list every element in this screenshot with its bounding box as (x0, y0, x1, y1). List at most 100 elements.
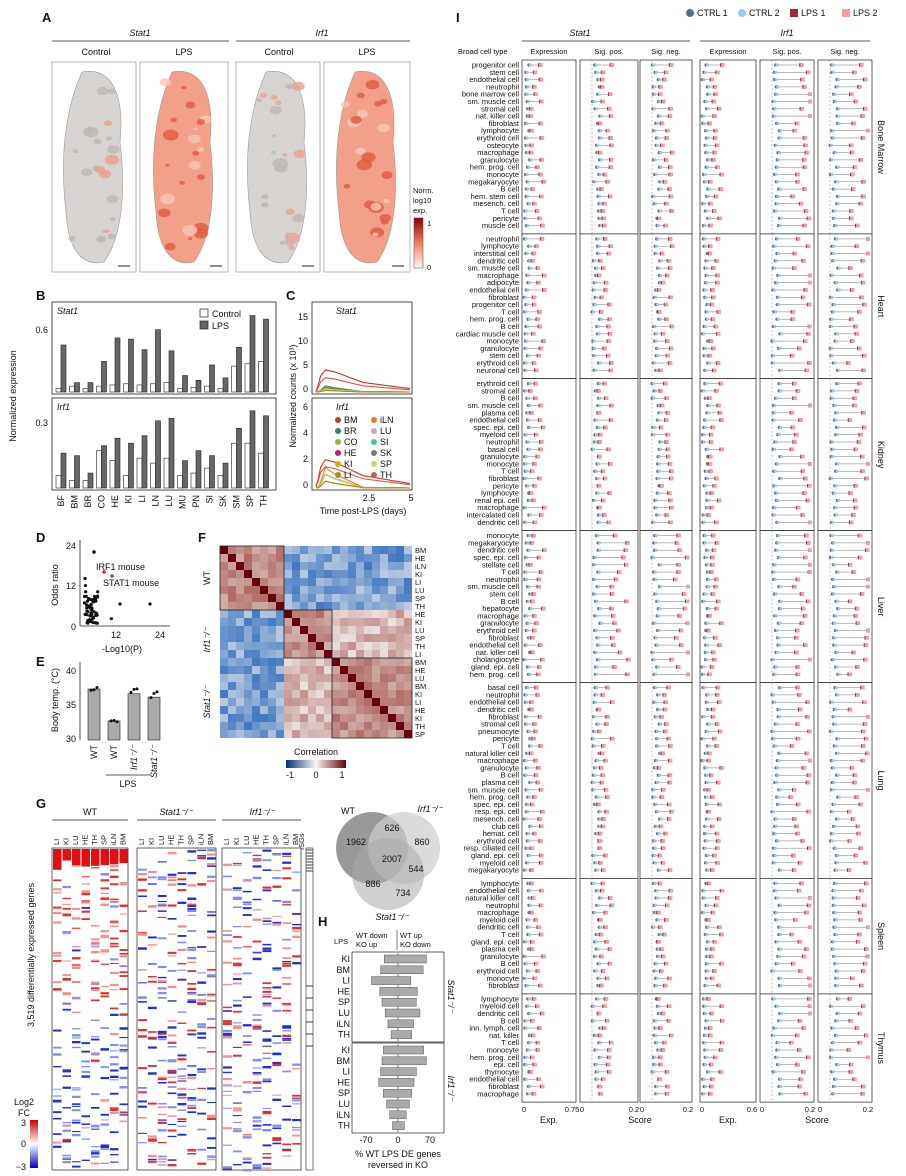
dot-ctrl2 (702, 520, 706, 524)
heatmap-line (62, 1129, 71, 1132)
corr-cell (324, 730, 332, 738)
dot-ctrl2 (831, 810, 835, 814)
dot-lps2 (669, 476, 674, 481)
heatmap-line (242, 1168, 252, 1172)
corr-cell (348, 642, 356, 650)
dot-ctrl2 (774, 780, 778, 785)
dot-ctrl2 (528, 403, 532, 408)
dot-ctrl2 (591, 310, 596, 314)
heatmap-line (197, 1112, 207, 1115)
heatmap-line (157, 987, 167, 989)
heatmap-line (100, 1148, 109, 1150)
dot-ctrl2 (593, 354, 597, 358)
dot-lps2 (669, 520, 673, 525)
dot-ctrl2 (835, 281, 839, 285)
dot-lps2 (537, 353, 542, 358)
heatmap-line (110, 922, 119, 924)
dot-ctrl2 (774, 824, 778, 828)
h-bar-stat1-SP (381, 997, 417, 1007)
dot-ctrl2 (776, 541, 780, 545)
heatmap-line (147, 1140, 157, 1142)
dot-lps2 (862, 744, 866, 748)
heatmap-line (157, 1161, 167, 1163)
legend-label-SP: SP (380, 459, 392, 469)
dot-ctrl2 (771, 339, 776, 343)
venn-label-irf1: Irf1⁻/⁻ (417, 804, 443, 814)
dot-ctrl2 (597, 332, 601, 336)
heatmap-line (81, 883, 90, 885)
legend-dot-HE (335, 450, 341, 456)
dot-lps2 (851, 817, 856, 821)
panel-i-cell-5-8: gland. epi. cell (471, 937, 519, 946)
dot-lps2 (718, 729, 723, 734)
heatmap-line (197, 946, 207, 948)
dot-ctrl2 (772, 658, 776, 662)
corr-cell (348, 578, 356, 586)
dot-lps2 (533, 614, 537, 618)
corr-cell (228, 674, 236, 682)
panel-b-xtick-BR: BR (83, 495, 93, 508)
panel-i-box-5-0 (521, 878, 577, 995)
panel-h-xtick-70: 70 (425, 1135, 435, 1145)
heatmap-line (157, 1121, 167, 1125)
dot-ctrl2 (774, 744, 778, 748)
dot-lps2 (802, 259, 806, 263)
dot-ctrl2 (593, 592, 597, 596)
heatmap-line (252, 1028, 262, 1031)
panel-f-block-stat1: Stat1⁻/⁻ (202, 684, 212, 718)
dot-ctrl2 (776, 165, 780, 169)
heatmap-line (282, 1105, 292, 1108)
corr-cell (372, 730, 380, 738)
mouse-tissue-region (187, 134, 201, 144)
dot-lps2 (859, 432, 864, 437)
dot-lps2 (791, 317, 796, 321)
dot-ctrl2 (526, 751, 530, 755)
corr-cell (268, 594, 276, 602)
dot-ctrl2 (654, 636, 659, 640)
dot-lps2 (856, 223, 860, 228)
panel-d-annot-stat1: STAT1 mouse (103, 578, 159, 588)
line-LI (315, 389, 411, 393)
heatmap-line (147, 1158, 157, 1161)
heatmap-line (242, 903, 252, 906)
corr-cell (276, 650, 284, 658)
panel-e-group-1: WT (109, 745, 119, 759)
legend-label-iLN: iLN (380, 415, 394, 425)
dot-lps2 (720, 932, 724, 937)
heatmap-line (100, 897, 109, 900)
dot-lps2 (539, 744, 544, 748)
dot-ctrl2 (526, 484, 530, 488)
dot-lps2 (808, 520, 812, 525)
heatmap-line (282, 855, 292, 857)
panel-g-col-0-HE: HE (81, 835, 90, 845)
corr-cell (252, 682, 260, 690)
mouse-tissue-region (179, 180, 185, 185)
panel-d-ylabel: Odds ratio (50, 564, 60, 606)
heatmap-line (110, 865, 119, 868)
mouse-tissue-region (380, 218, 389, 225)
dot-ctrl2 (597, 251, 601, 256)
heatmap-line (157, 904, 167, 907)
dot-ctrl2 (702, 889, 707, 893)
dot-lps2 (798, 940, 803, 944)
dot-lps2 (710, 77, 715, 82)
temp-point (92, 688, 96, 692)
dot-ctrl2 (525, 643, 529, 647)
dot-ctrl2 (702, 78, 706, 82)
dot-lps2 (669, 498, 673, 503)
mouse-tissue-region (293, 149, 306, 159)
panel-i-cell-0-2: endothelial cell (469, 75, 519, 84)
dot-lps2 (863, 722, 868, 726)
dot-ctrl2 (705, 63, 710, 67)
mouse-tissue-region (104, 229, 110, 234)
dot-lps2 (800, 881, 805, 886)
panel-i-cell-3-1: megakaryocyte (468, 538, 519, 547)
dot-lps2 (716, 685, 721, 690)
corr-cell (324, 674, 332, 682)
corr-cell (396, 642, 404, 650)
heatmap-line (282, 1030, 292, 1032)
corr-cell (316, 554, 324, 562)
dot-ctrl2 (831, 70, 835, 74)
legend-label-2: LPS 1 (801, 8, 826, 18)
dot-ctrl2 (599, 621, 604, 625)
